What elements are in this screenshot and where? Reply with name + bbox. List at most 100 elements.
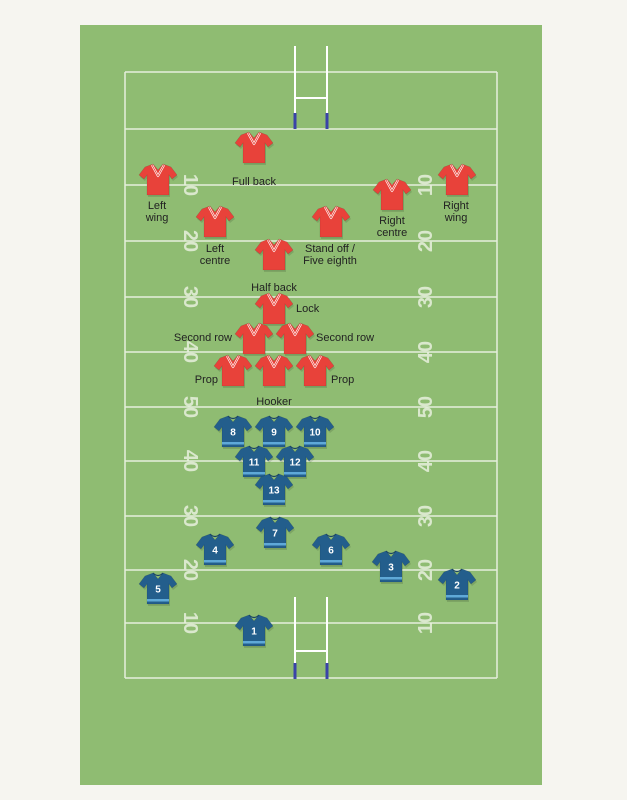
jersey-collar xyxy=(227,415,239,420)
red-jersey xyxy=(138,163,178,197)
blue-jersey: 13 xyxy=(254,473,294,507)
red-jersey xyxy=(254,354,294,388)
position-label-line: centre xyxy=(199,255,231,267)
blue-jersey: 11 xyxy=(234,445,274,479)
red-jersey xyxy=(372,178,412,212)
position-label: Prop xyxy=(331,374,354,386)
jersey-hem-stripe xyxy=(304,442,326,445)
position-label: Left wing xyxy=(97,200,217,224)
yard-marking-left: 20 xyxy=(179,559,201,581)
jersey-number: 9 xyxy=(271,428,277,439)
goal-posts-bottom xyxy=(293,597,329,679)
red-jersey xyxy=(234,131,274,165)
position-label-line: Prop xyxy=(331,374,355,386)
blue-jersey: 1 xyxy=(234,614,274,648)
jersey-collar xyxy=(209,533,221,538)
blue-jersey: 3 xyxy=(371,550,411,584)
yard-marking-right: 30 xyxy=(415,505,437,527)
yard-marking-left: 40 xyxy=(179,450,201,472)
position-label-line: Right xyxy=(379,215,405,227)
blue-jersey: 12 xyxy=(275,445,315,479)
jersey-number: 3 xyxy=(388,563,394,574)
position-label: Right wing xyxy=(396,200,516,224)
position-label: Full back xyxy=(194,176,314,188)
yard-marking-right: 40 xyxy=(415,341,437,363)
yard-marking-right: 10 xyxy=(415,612,437,634)
blue-jersey: 4 xyxy=(195,533,235,567)
position-label: Left centre xyxy=(155,243,275,267)
position-label-line: Second row xyxy=(173,332,232,344)
jersey-number: 8 xyxy=(230,428,236,439)
jersey-hem-stripe xyxy=(243,472,265,475)
blue-jersey: 10 xyxy=(295,415,335,449)
position-label-line: centre xyxy=(376,227,408,239)
jersey-collar xyxy=(248,445,260,450)
position-label-line: Lock xyxy=(296,303,320,315)
position-label-line: Five eighth xyxy=(303,255,357,267)
jersey-hem-stripe xyxy=(204,560,226,563)
red-jersey xyxy=(195,205,235,239)
jersey-collar xyxy=(325,533,337,538)
jersey-hem-stripe xyxy=(380,577,402,580)
jersey-number: 1 xyxy=(251,627,257,638)
red-jersey xyxy=(311,205,351,239)
position-label: Stand off / Five eighth xyxy=(270,243,390,267)
blue-jersey: 7 xyxy=(255,516,295,550)
yard-marking-left: 30 xyxy=(179,505,201,527)
jersey-hem-stripe xyxy=(264,543,286,546)
jersey-number: 2 xyxy=(454,581,460,592)
blue-team: 8 9 10 11 12 13 7 4 6 3 5 2 1 xyxy=(138,415,477,648)
yard-marking-right: 50 xyxy=(415,396,437,418)
jersey-hem-stripe xyxy=(243,641,265,644)
blue-jersey: 6 xyxy=(311,533,351,567)
jersey-collar xyxy=(451,568,463,573)
jersey-hem-stripe xyxy=(263,442,285,445)
position-label-line: Stand off / xyxy=(305,243,355,255)
yard-marking-left: 10 xyxy=(179,174,201,196)
jersey-collar xyxy=(268,415,280,420)
blue-jersey: 2 xyxy=(437,568,477,602)
position-label-line: Full back xyxy=(231,176,277,188)
post-pad xyxy=(293,663,297,679)
yard-marking-left: 10 xyxy=(179,612,201,634)
jersey-collar xyxy=(385,550,397,555)
yard-marking-left: 30 xyxy=(179,286,201,308)
jersey-number: 10 xyxy=(309,428,321,439)
jersey-hem-stripe xyxy=(320,560,342,563)
red-jersey xyxy=(254,292,294,326)
blue-jersey: 9 xyxy=(254,415,294,449)
red-jersey xyxy=(437,163,477,197)
jersey-hem-stripe xyxy=(222,442,244,445)
yard-marking-right: 20 xyxy=(415,230,437,252)
post-pad xyxy=(325,663,329,679)
yard-marking-left: 20 xyxy=(179,230,201,252)
position-label: Hooker xyxy=(214,396,334,408)
blue-jersey: 5 xyxy=(138,572,178,606)
jersey-hem-stripe xyxy=(284,472,306,475)
yard-marking-right: 10 xyxy=(415,174,437,196)
yard-marking-left: 40 xyxy=(179,341,201,363)
post-pad xyxy=(325,113,329,129)
position-label: Lock xyxy=(296,303,319,315)
jersey-number: 4 xyxy=(212,546,218,557)
jersey-collar xyxy=(152,572,164,577)
jersey-number: 13 xyxy=(268,486,280,497)
position-label-line: Right xyxy=(443,200,469,212)
jersey-number: 7 xyxy=(272,529,278,540)
red-jersey xyxy=(254,238,294,272)
position-label-line: Left xyxy=(205,243,225,255)
playing-field xyxy=(80,25,542,785)
jersey-hem-stripe xyxy=(446,595,468,598)
jersey-number: 6 xyxy=(328,546,334,557)
position-label: Right centre xyxy=(332,215,452,239)
jersey-collar xyxy=(248,614,260,619)
jersey-number: 12 xyxy=(289,458,301,469)
jersey-number: 5 xyxy=(155,585,161,596)
position-label-line: Left xyxy=(147,200,167,212)
red-jersey xyxy=(275,322,315,356)
position-label: Half back xyxy=(214,282,334,294)
position-label-line: Prop xyxy=(194,374,218,386)
